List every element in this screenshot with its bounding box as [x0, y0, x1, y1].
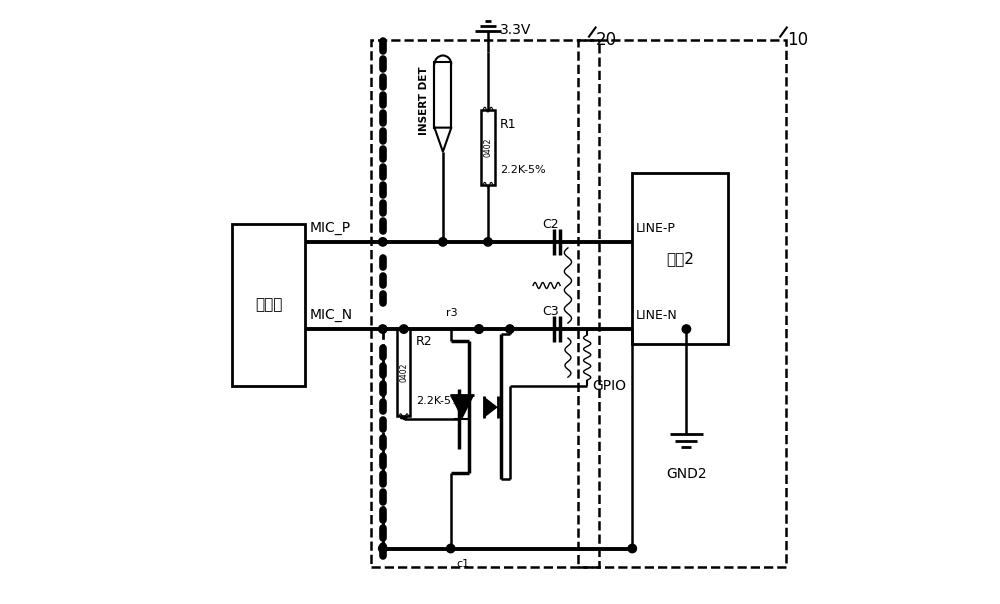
Polygon shape [434, 127, 451, 152]
Circle shape [682, 325, 691, 333]
Bar [232, 224, 305, 386]
Circle shape [379, 325, 387, 333]
Text: 2.2K-5%: 2.2K-5% [416, 396, 461, 406]
Text: R1: R1 [500, 118, 517, 131]
Bar [578, 40, 786, 567]
Polygon shape [484, 396, 498, 418]
Polygon shape [450, 395, 474, 419]
Circle shape [484, 237, 492, 246]
Circle shape [506, 325, 514, 333]
Circle shape [628, 544, 636, 553]
Circle shape [446, 544, 455, 553]
Text: MIC_N: MIC_N [309, 308, 353, 322]
Text: LINE-N: LINE-N [636, 309, 678, 322]
Text: 系统2: 系统2 [666, 251, 694, 266]
Bar [434, 62, 451, 127]
Circle shape [475, 325, 483, 333]
Text: 3.3V: 3.3V [500, 22, 531, 37]
Text: 2.2K-5%: 2.2K-5% [500, 165, 546, 175]
Text: MIC_P: MIC_P [309, 220, 351, 235]
Bar [397, 329, 410, 416]
Text: R2: R2 [416, 335, 432, 347]
Text: 0402: 0402 [399, 363, 408, 382]
Bar [632, 173, 728, 344]
Circle shape [379, 544, 387, 553]
Text: 10: 10 [787, 31, 809, 50]
Text: C2: C2 [542, 218, 559, 231]
Text: 0402: 0402 [483, 138, 492, 157]
Text: GND2: GND2 [666, 467, 707, 481]
Text: r3: r3 [446, 308, 458, 318]
Text: C3: C3 [542, 305, 559, 318]
Bar [371, 40, 599, 567]
Bar [481, 109, 495, 185]
Circle shape [400, 325, 408, 333]
Circle shape [379, 237, 387, 246]
Circle shape [475, 325, 483, 333]
Text: 20: 20 [596, 31, 617, 50]
Text: c1: c1 [457, 559, 470, 570]
Text: INSERT DET: INSERT DET [419, 66, 429, 135]
Circle shape [439, 237, 447, 246]
Text: LINE-P: LINE-P [636, 222, 676, 235]
Text: 麦克风: 麦克风 [255, 298, 282, 312]
Text: GPIO: GPIO [592, 379, 626, 393]
